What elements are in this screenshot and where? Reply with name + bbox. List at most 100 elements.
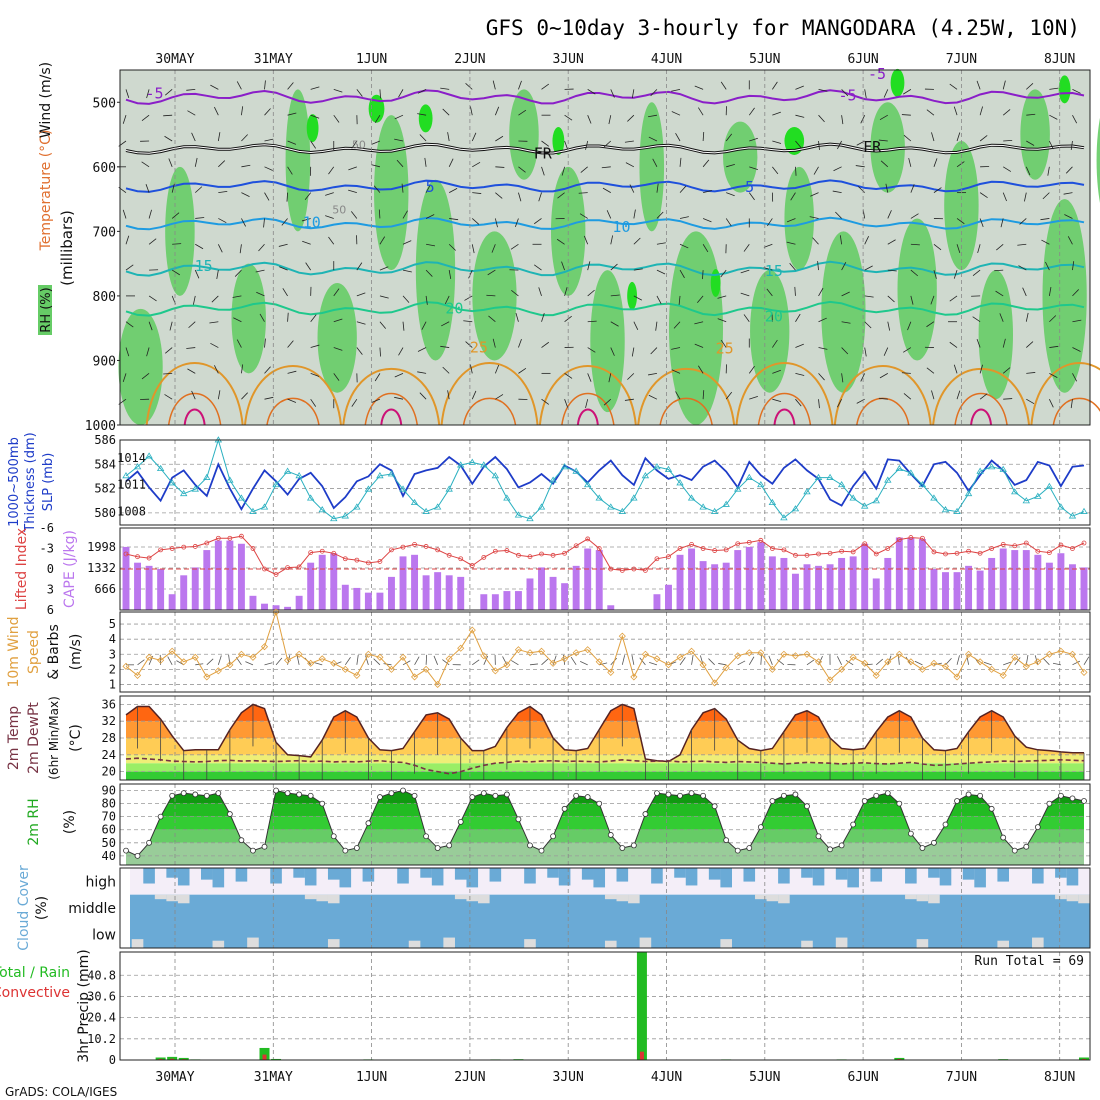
wind-barb — [379, 236, 386, 245]
wind-barb — [1072, 347, 1081, 352]
slp-point — [768, 498, 777, 506]
lifted-index-point — [943, 551, 948, 557]
high-cloud-bar — [362, 868, 375, 882]
rh-contour-label: 50 — [352, 139, 366, 152]
cape-bar — [884, 557, 892, 610]
precip-convective-bar — [897, 1058, 902, 1060]
wind-barb — [818, 399, 820, 409]
lifted-index-point — [435, 547, 441, 553]
wind-barb — [979, 135, 988, 142]
wind-barb — [491, 244, 496, 253]
wind-barb — [494, 364, 500, 374]
wind-barb — [564, 373, 573, 379]
wind-barb — [281, 218, 288, 226]
wind-barb — [471, 390, 477, 400]
rh-moist-area — [118, 308, 163, 425]
wind-speed-point — [180, 658, 188, 666]
wind-barb — [931, 132, 935, 142]
rh-2m-point — [400, 787, 406, 794]
wind-barb — [264, 366, 271, 374]
lifted-index-point — [619, 567, 625, 573]
slp-point — [976, 467, 984, 474]
wind-barb — [236, 81, 242, 90]
precip-total-bar — [271, 1058, 282, 1060]
high-cloud-bar — [974, 868, 986, 888]
wind-barb — [470, 364, 473, 374]
isotherm-freezing-inner — [125, 143, 1085, 154]
slp-point — [872, 497, 880, 504]
cape-bar — [330, 553, 338, 610]
wind-speed-point — [1011, 653, 1019, 661]
wind-barb — [671, 347, 681, 350]
wind-barb — [310, 86, 320, 90]
wind-barb — [864, 89, 867, 99]
slp-point — [399, 485, 407, 492]
slp-point — [318, 506, 326, 513]
rh-2m-point — [284, 790, 291, 797]
surface-wind-barb — [621, 655, 626, 665]
isotherm-25-lobe — [637, 367, 736, 426]
lifted-index-point — [908, 535, 914, 540]
cape-bar — [653, 594, 661, 610]
wind-barb — [795, 398, 802, 407]
wind-barb — [887, 269, 897, 272]
wind-barb — [953, 269, 958, 279]
wind-barb — [217, 244, 223, 253]
rh-2m-point — [515, 816, 522, 823]
wind-barb — [218, 190, 228, 194]
cape-bar — [861, 543, 869, 610]
bottom-date-label: 3JUN — [553, 1070, 584, 1085]
wind-barb — [448, 188, 458, 193]
wind-barb — [837, 398, 842, 408]
surface-wind-barb — [433, 655, 439, 665]
rh-band — [126, 803, 1084, 817]
wind-barb — [772, 369, 781, 374]
lifted-index-point — [319, 548, 325, 554]
wind-barb — [679, 216, 689, 219]
wind-barb — [168, 158, 173, 167]
surface-wind-barb — [472, 659, 480, 666]
wind-barb — [472, 192, 482, 194]
rh-legend-swatch — [38, 285, 52, 335]
wind-barb — [956, 390, 961, 400]
lifted-index-point — [239, 533, 244, 539]
wind-barb — [186, 347, 196, 349]
cape-bar — [376, 592, 384, 610]
cape-bar — [826, 564, 834, 610]
cape-bar — [1068, 564, 1076, 610]
high-cloud-bar — [847, 868, 859, 888]
rh-moist-area — [590, 270, 625, 413]
rh-2m-point — [596, 800, 603, 807]
wind-barb — [448, 158, 454, 167]
lifted-index-point — [862, 541, 868, 547]
wind-barb — [146, 89, 150, 99]
wind-barb — [679, 269, 685, 279]
wind-barb — [949, 83, 958, 90]
rh-2m-point — [1058, 792, 1064, 799]
cape-bar — [399, 556, 407, 610]
wind-speed-point — [457, 644, 465, 652]
wind-barb — [188, 321, 196, 329]
cape-bar — [999, 548, 1007, 610]
wind-barb — [518, 367, 527, 374]
wind-barb — [587, 347, 596, 353]
rh2m-tick-label: 80 — [102, 797, 116, 811]
wind-barb — [864, 295, 874, 298]
cloud-row-label: middle — [68, 901, 116, 917]
surface-wind-barb — [1072, 660, 1081, 666]
precip-total-bar — [178, 1057, 189, 1060]
wind-speed-point — [249, 653, 257, 661]
wind-barb — [650, 89, 658, 97]
wind-barb — [1072, 261, 1075, 271]
high-cloud-bar — [708, 868, 721, 880]
slp-point — [884, 476, 892, 483]
wind-barb — [717, 318, 727, 323]
rh-2m-point — [607, 832, 614, 838]
wind-barb — [1019, 218, 1027, 225]
isotherm-label: 25 — [470, 338, 488, 356]
wind-barb — [606, 210, 612, 219]
rh-2m-point — [353, 845, 360, 851]
top-date-label: 8JUN — [1044, 52, 1075, 67]
wind-barb — [487, 269, 496, 276]
high-cloud-bar — [743, 868, 756, 882]
